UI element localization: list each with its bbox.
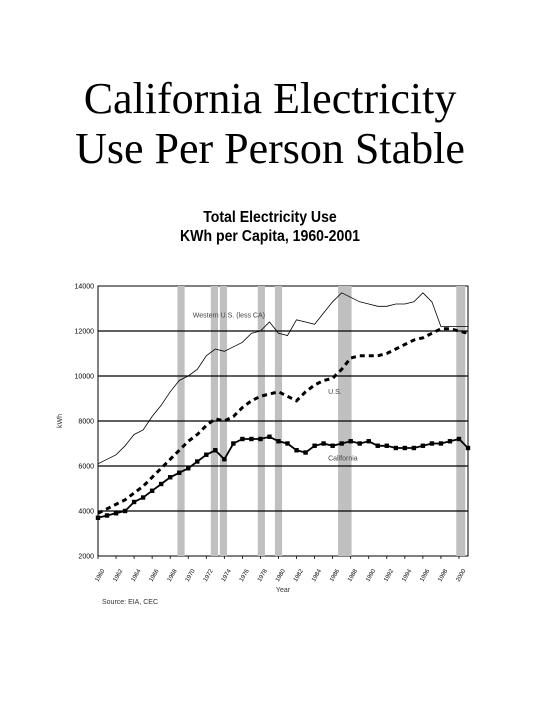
- x-tick-label: 1968: [167, 568, 179, 583]
- series-point: [122, 508, 128, 514]
- series-point: [167, 475, 173, 480]
- x-tick-label: 1988: [347, 568, 359, 583]
- x-tick-label: 1964: [131, 568, 143, 583]
- series-line: [97, 292, 468, 465]
- series-point: [213, 448, 218, 453]
- x-tick-label: 1994: [401, 568, 413, 583]
- slide-title-line-2: Use Per Person Stable: [75, 124, 465, 173]
- series-point: [222, 457, 227, 462]
- series-label: Western U.S. (less CA): [193, 313, 265, 320]
- x-tick-label: 1978: [257, 568, 269, 583]
- chart-title-block: Total Electricity Use KWh per Capita, 19…: [120, 208, 419, 246]
- series-line: [97, 327, 469, 515]
- series-point: [258, 436, 263, 442]
- series-point: [140, 495, 146, 500]
- x-tick-label: 1992: [383, 568, 395, 583]
- series-point: [131, 499, 137, 505]
- series-point: [294, 448, 299, 453]
- x-tick-label: 1960: [95, 568, 107, 583]
- series-point: [339, 441, 344, 446]
- y-tick-label: 12000: [75, 329, 95, 336]
- series-point: [158, 481, 164, 487]
- y-tick-label: 14000: [75, 284, 95, 291]
- series-point: [321, 441, 326, 446]
- series-point: [429, 441, 435, 446]
- slide-title: California Electricity Use Per Person St…: [0, 74, 540, 174]
- series-point: [104, 513, 110, 518]
- series-point: [456, 436, 462, 442]
- source-note: Source: EIA, CEC: [102, 599, 158, 606]
- series-point: [285, 441, 290, 446]
- series-point: [267, 434, 272, 439]
- series-point: [177, 470, 182, 475]
- y-axis-label: kWh: [57, 414, 64, 428]
- series-point: [276, 439, 281, 444]
- series-point: [240, 436, 245, 442]
- x-axis-label: Year: [276, 587, 291, 594]
- y-tick-label: 6000: [78, 464, 94, 471]
- series-point: [330, 443, 335, 448]
- series-point: [438, 441, 444, 446]
- series-point: [186, 466, 191, 471]
- series-point: [303, 450, 308, 455]
- series-label: California: [328, 455, 358, 462]
- x-tick-label: 1974: [221, 568, 233, 583]
- x-tick-label: 1986: [329, 568, 341, 583]
- y-tick-label: 4000: [78, 509, 94, 516]
- series-point: [447, 439, 453, 444]
- x-tick-label: 1990: [365, 568, 377, 583]
- x-tick-label: 1998: [437, 568, 449, 583]
- x-tick-label: 1970: [185, 568, 197, 583]
- slide-title-line-1: California Electricity: [83, 74, 457, 123]
- y-tick-label: 8000: [78, 419, 94, 426]
- series-point: [231, 441, 236, 446]
- series-point: [195, 459, 200, 464]
- series-point: [366, 439, 371, 444]
- series-point: [411, 445, 417, 451]
- series-point: [149, 488, 155, 493]
- series-point: [312, 443, 317, 448]
- x-tick-label: 1982: [293, 568, 305, 583]
- x-tick-label: 1976: [239, 568, 251, 583]
- x-tick-label: 1962: [113, 568, 125, 583]
- x-tick-label: 2000: [456, 568, 468, 583]
- series-point: [357, 441, 362, 446]
- series-label: U.S.: [328, 389, 342, 396]
- series-point: [384, 443, 389, 448]
- series-point: [375, 443, 380, 448]
- y-tick-label: 2000: [78, 554, 94, 561]
- series-point: [465, 445, 471, 451]
- series-point: [393, 445, 399, 451]
- series-point: [402, 445, 408, 451]
- series-point: [420, 443, 426, 448]
- x-tick-label: 1996: [419, 568, 431, 583]
- series-point: [204, 452, 209, 457]
- series-point: [113, 511, 119, 516]
- series-point: [249, 436, 254, 442]
- x-tick-label: 1972: [203, 568, 215, 583]
- x-tick-label: 1984: [311, 568, 323, 583]
- y-tick-label: 10000: [75, 374, 95, 381]
- chart-subtitle: KWh per Capita, 1960-2001: [180, 228, 360, 245]
- x-tick-label: 1966: [149, 568, 161, 583]
- series-point: [95, 515, 101, 520]
- chart-title: Total Electricity Use: [203, 209, 337, 226]
- series-point: [348, 439, 353, 444]
- x-tick-label: 1980: [275, 568, 287, 583]
